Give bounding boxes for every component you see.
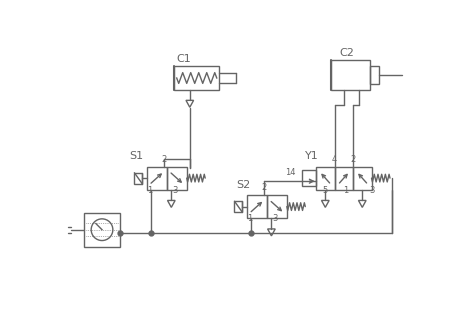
Bar (167, 166, 187, 190)
Bar (83, 213, 120, 247)
Text: 3: 3 (172, 186, 177, 195)
Text: C1: C1 (176, 54, 191, 64)
Text: C2: C2 (339, 48, 354, 58)
Bar (370, 66, 379, 84)
Text: S1: S1 (130, 151, 144, 161)
Text: 14: 14 (285, 168, 296, 177)
Text: 2: 2 (350, 155, 356, 164)
Bar (134, 173, 142, 184)
Text: S2: S2 (236, 180, 250, 190)
Text: 5: 5 (323, 186, 328, 195)
Text: Y1: Y1 (305, 151, 319, 161)
Text: 2: 2 (161, 155, 166, 164)
Text: 4: 4 (332, 155, 337, 164)
Text: 2: 2 (261, 184, 266, 193)
Bar (316, 166, 335, 190)
Bar (247, 195, 267, 218)
Bar (335, 166, 353, 190)
Text: 1: 1 (343, 186, 348, 195)
Bar (146, 166, 167, 190)
Text: 1: 1 (147, 186, 152, 195)
Text: 3: 3 (272, 214, 277, 223)
Bar (353, 166, 372, 190)
Bar (302, 170, 316, 186)
Bar (174, 66, 219, 90)
Text: 3: 3 (369, 186, 374, 195)
Bar (235, 201, 242, 212)
Text: 1: 1 (247, 214, 253, 223)
Bar (267, 195, 287, 218)
Bar (331, 60, 370, 90)
